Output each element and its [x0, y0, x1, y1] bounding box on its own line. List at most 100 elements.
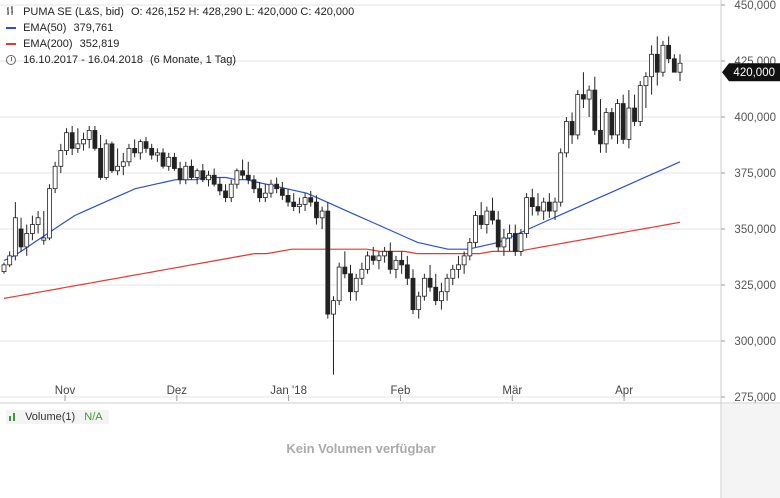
candle-body — [609, 112, 615, 136]
candle-body — [507, 233, 512, 239]
candle-body — [109, 143, 115, 172]
candle-body — [433, 286, 439, 302]
last-price-marker — [722, 63, 780, 82]
x-tick-label: Mär — [502, 385, 522, 397]
candle-body — [41, 237, 47, 241]
candle-body — [245, 174, 251, 181]
candle-body — [365, 255, 370, 270]
candle-body — [416, 295, 422, 311]
candle-body — [1, 264, 7, 272]
candle-body — [86, 130, 92, 140]
candle-body — [490, 210, 495, 221]
clock-icon — [6, 55, 16, 65]
x-tick-label: Feb — [391, 385, 411, 397]
y-tick-label: 400,000 — [734, 112, 776, 124]
candle-body — [376, 255, 382, 261]
candle-body — [325, 210, 331, 315]
candle-body — [666, 44, 672, 60]
candle-body — [342, 266, 348, 275]
y-tick-label: 350,000 — [734, 224, 776, 236]
candle-body — [450, 268, 456, 279]
ema200-swatch — [6, 43, 16, 46]
candle-body — [223, 190, 228, 199]
candle-body — [359, 268, 365, 279]
y-tick-label: 375,000 — [734, 168, 776, 180]
candle-body — [632, 107, 637, 122]
candle-body — [217, 183, 223, 192]
candle-body — [456, 264, 461, 270]
candle-body — [262, 192, 268, 199]
candle-body — [166, 156, 172, 167]
candle-body — [228, 183, 234, 199]
candle-body — [206, 174, 211, 181]
candle-body — [473, 215, 478, 243]
candle-body — [518, 233, 524, 252]
candle-body — [348, 273, 353, 293]
candle-body — [160, 152, 166, 167]
candle-body — [620, 103, 626, 140]
volume-axis-bg — [722, 404, 780, 498]
candle-body — [194, 170, 200, 178]
candle-body — [484, 210, 490, 225]
candle-body — [308, 197, 314, 203]
x-tick-label: Nov — [55, 385, 76, 397]
ema50-swatch — [6, 27, 16, 30]
candle-body — [592, 89, 598, 131]
candle-body — [615, 103, 620, 136]
no-volume-message: Kein Volumen verfügbar — [286, 441, 436, 456]
candle-body — [18, 228, 24, 248]
candle-body — [234, 170, 240, 185]
candle-body — [353, 277, 359, 293]
candle-body — [461, 255, 467, 266]
date-range: 16.10.2017 - 16.04.2018 — [23, 54, 143, 66]
candle-body — [149, 147, 155, 156]
candle-body — [58, 150, 64, 167]
y-tick-label: 450,000 — [734, 0, 776, 12]
candle-body — [444, 277, 450, 293]
ohlc-icon — [7, 6, 13, 15]
instrument-name: PUMA SE (L&S, bid) — [23, 6, 124, 18]
candle-body — [575, 94, 581, 136]
y-tick-label: 325,000 — [734, 280, 776, 292]
candle-body — [393, 259, 399, 270]
legend-ema200[interactable]: EMA(200) 352,819 — [6, 38, 119, 50]
candle-body — [399, 259, 405, 266]
ema200-value: 352,819 — [79, 38, 120, 50]
candle-body — [501, 237, 507, 248]
volume-bars-icon — [9, 413, 15, 421]
candle-body — [240, 170, 245, 176]
candle-body — [558, 152, 564, 203]
candle-body — [439, 291, 444, 302]
volume-legend: Volume(1) N/A — [6, 410, 109, 424]
legend-ema50[interactable]: EMA(50) 379,761 — [6, 22, 113, 34]
candle-body — [410, 277, 416, 311]
ema50-label: EMA(50) — [23, 22, 67, 34]
candle-body — [126, 147, 132, 163]
candle-body — [382, 250, 388, 257]
candle-body — [115, 165, 121, 172]
candle-body — [302, 197, 308, 205]
volume-label: Volume(1) — [25, 411, 76, 423]
candle-body — [285, 194, 291, 203]
candle-body — [7, 255, 13, 266]
candle-body — [92, 130, 98, 149]
candle-body — [52, 165, 58, 190]
last-price-label: 420,000 — [733, 67, 775, 79]
candle-body — [251, 179, 257, 190]
candle-body — [314, 201, 319, 219]
candle-body — [75, 143, 81, 149]
x-tick-label: Apr — [615, 385, 633, 397]
volume-value: N/A — [84, 411, 103, 423]
ema200-line — [3, 221, 681, 299]
candle-body — [541, 201, 547, 212]
candle-body — [535, 206, 541, 212]
candle-body — [643, 76, 649, 87]
y-tick-label: 300,000 — [734, 336, 776, 348]
candle-body — [47, 188, 52, 239]
candle-body — [189, 165, 194, 178]
candle-body — [319, 210, 325, 219]
ema200-label: EMA(200) — [23, 38, 73, 50]
x-tick-label: Dez — [167, 385, 188, 397]
candle-body — [478, 215, 484, 225]
